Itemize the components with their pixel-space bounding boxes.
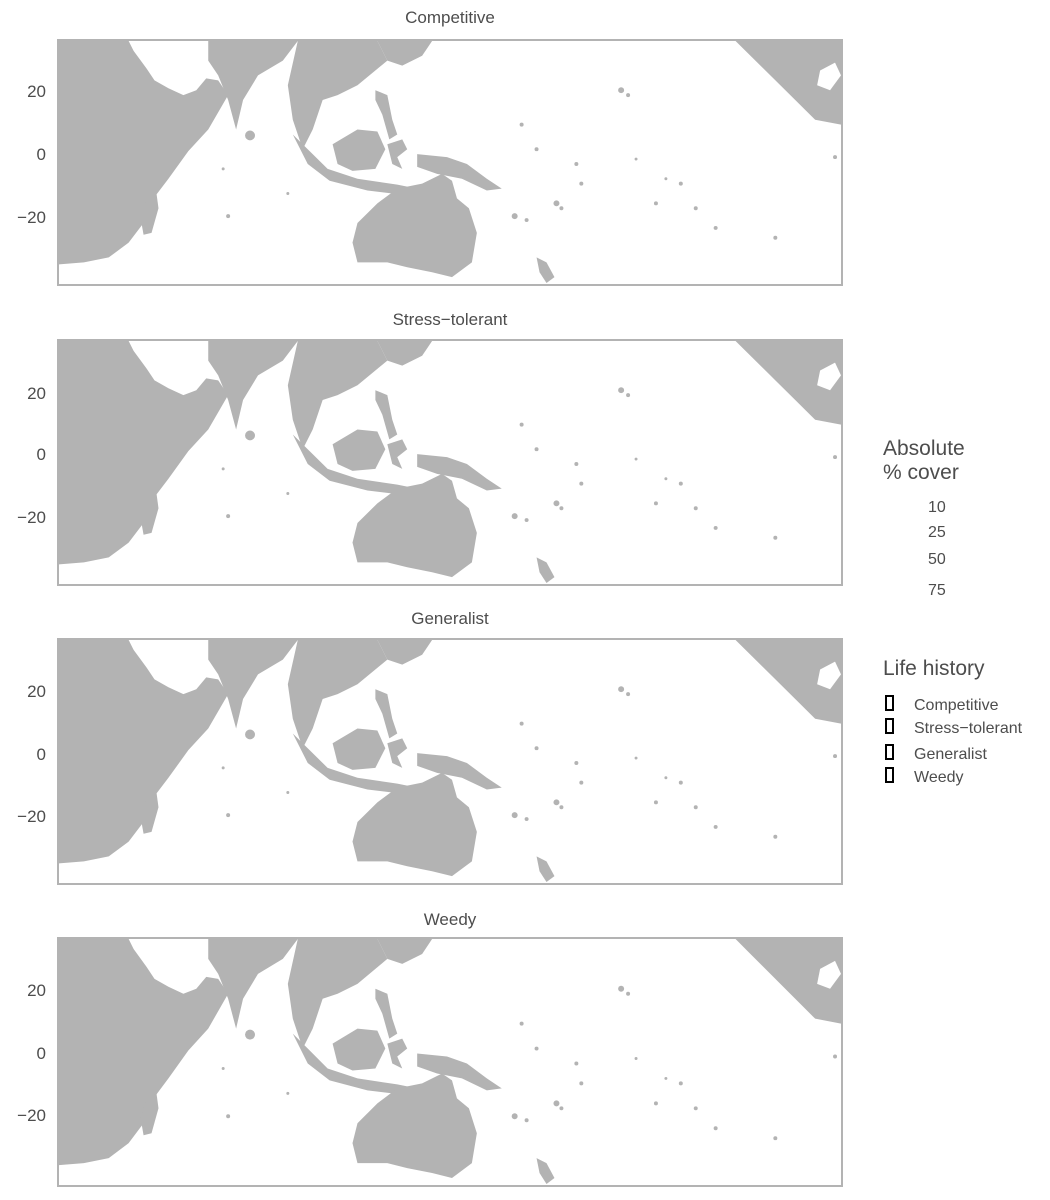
legend-label: Competitive bbox=[914, 697, 999, 714]
legend-item-competitive: Competitive bbox=[883, 695, 998, 715]
y-tick-label: 20 bbox=[27, 82, 46, 101]
panel-title: Competitive bbox=[405, 8, 495, 27]
legend-key bbox=[885, 767, 894, 783]
y-tick-label: −20 bbox=[17, 208, 46, 227]
map-panel-weedy: Weedy 20 0 −20 bbox=[0, 900, 860, 1200]
map-area bbox=[57, 638, 843, 885]
y-tick-label: −20 bbox=[17, 807, 46, 826]
y-tick-label: 20 bbox=[27, 981, 46, 1000]
legend-size-label: 75 bbox=[928, 582, 946, 599]
legend-label: Stress−tolerant bbox=[914, 720, 1023, 737]
legend-label: Generalist bbox=[914, 746, 987, 763]
legend-item-generalist: Generalist bbox=[883, 744, 987, 764]
y-tick-label: 0 bbox=[36, 145, 46, 164]
map-area bbox=[57, 39, 843, 286]
legend-label: Weedy bbox=[914, 769, 964, 786]
map-area bbox=[57, 339, 843, 586]
legend-item-stress-tolerant: Stress−tolerant bbox=[883, 718, 1022, 738]
y-tick-label: 20 bbox=[27, 682, 46, 701]
legend-key bbox=[885, 744, 894, 760]
legend-size-label: 25 bbox=[928, 524, 946, 541]
panel-title: Generalist bbox=[411, 609, 489, 628]
map-area bbox=[57, 937, 843, 1187]
legend-life-history: Life history Competitive Stress−tolerant… bbox=[883, 657, 1022, 786]
legend-key bbox=[885, 695, 894, 711]
map-panel-generalist: Generalist 20 0 −20 bbox=[0, 600, 860, 900]
panel-title: Weedy bbox=[423, 910, 477, 929]
legend-title: % cover bbox=[883, 461, 959, 484]
legend-title: Life history bbox=[883, 657, 985, 680]
y-tick-label: 0 bbox=[36, 1044, 46, 1063]
legend-size-label: 10 bbox=[928, 499, 946, 516]
y-tick-label: 0 bbox=[36, 445, 46, 464]
y-tick-label: 0 bbox=[36, 745, 46, 764]
legend-item-weedy: Weedy bbox=[883, 767, 964, 787]
y-tick-label: 20 bbox=[27, 384, 46, 403]
map-panel-stress-tolerant: Stress−tolerant 20 0 −20 bbox=[0, 300, 860, 600]
legend-title: Absolute bbox=[883, 437, 965, 460]
legend-cover: Absolute % cover 10 25 50 75 bbox=[883, 437, 965, 599]
map-panel-competitive: Competitive 20 0 −20 bbox=[0, 0, 860, 300]
legend-size-label: 50 bbox=[928, 551, 946, 568]
panel-title: Stress−tolerant bbox=[392, 310, 508, 329]
y-tick-label: −20 bbox=[17, 1106, 46, 1125]
y-tick-label: −20 bbox=[17, 508, 46, 527]
legend-key bbox=[885, 718, 894, 734]
